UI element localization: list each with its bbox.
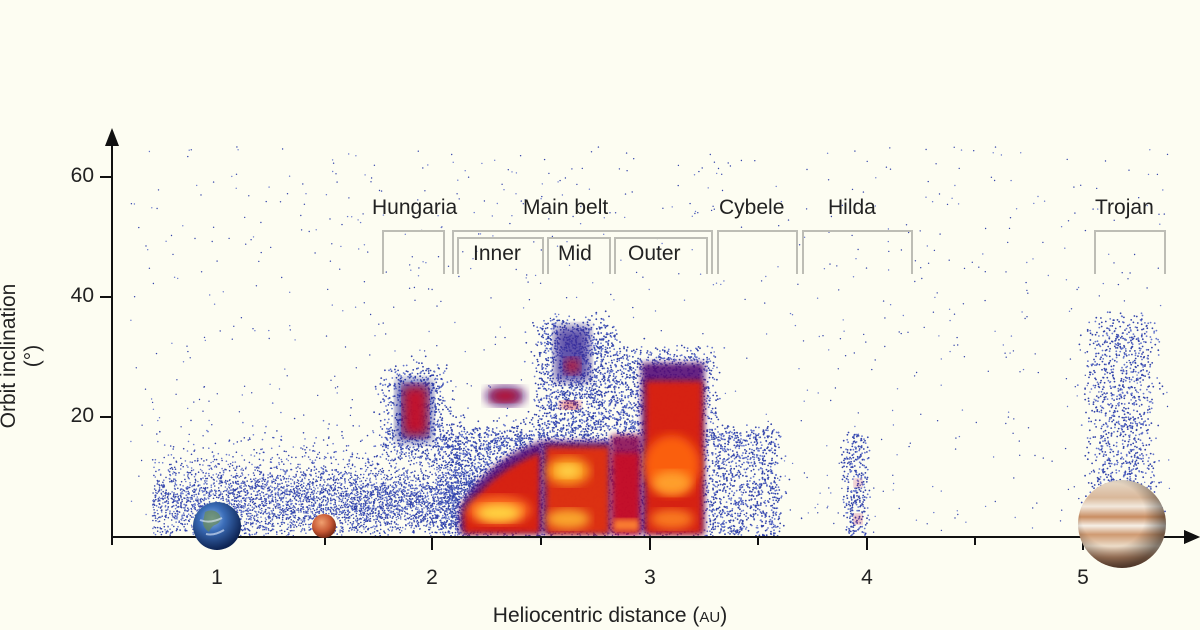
cybele-bracket <box>717 230 798 274</box>
y-tick-40: 40 <box>70 284 94 307</box>
outer-bracket <box>614 237 708 274</box>
x-tick-1: 1 <box>211 566 223 589</box>
x-axis-label-text: Heliocentric distance ( <box>492 604 700 627</box>
main-belt-bracket <box>452 230 713 274</box>
x-tick-4: 4 <box>861 566 873 589</box>
mid-bracket <box>547 237 611 274</box>
x-tick-3: 3 <box>644 566 656 589</box>
y-tick-20: 20 <box>70 404 94 427</box>
x-tick-5: 5 <box>1077 566 1089 589</box>
trojan-bracket <box>1094 230 1166 274</box>
hungaria-bracket <box>382 230 445 274</box>
outer-label: Outer <box>628 242 681 265</box>
density-heatmap <box>397 327 862 534</box>
main-belt-label: Main belt <box>523 196 609 219</box>
inner-label: Inner <box>473 242 521 265</box>
earth-icon <box>193 502 241 550</box>
x-axis-label-close: ) <box>720 604 728 627</box>
mars-icon <box>312 514 336 538</box>
y-axis-arrow-icon <box>105 128 119 146</box>
hilda-bracket <box>802 230 913 274</box>
x-axis-unit: AU <box>699 609 721 626</box>
cybele-label: Cybele <box>719 196 785 219</box>
x-tick-2: 2 <box>426 566 438 589</box>
hungaria-label: Hungaria <box>372 196 458 219</box>
y-axis-label: Orbit inclination (°) <box>0 283 44 429</box>
trojan-label: Trojan <box>1095 196 1154 219</box>
y-tick-60: 60 <box>70 164 94 187</box>
hilda-label: Hilda <box>828 196 876 219</box>
jupiter-icon <box>1078 480 1166 568</box>
mid-label: Mid <box>558 242 592 265</box>
x-axis-label: Heliocentric distance (AU) <box>430 604 790 628</box>
inner-bracket <box>457 237 544 274</box>
